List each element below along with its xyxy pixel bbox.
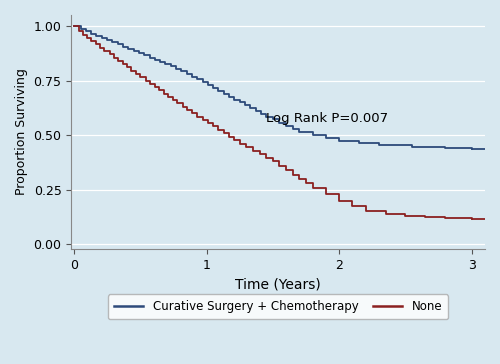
- Legend: Curative Surgery + Chemotherapy, None: Curative Surgery + Chemotherapy, None: [108, 294, 448, 319]
- Text: Log Rank P=0.007: Log Rank P=0.007: [266, 112, 388, 125]
- Y-axis label: Proportion Surviving: Proportion Surviving: [15, 68, 28, 195]
- X-axis label: Time (Years): Time (Years): [236, 277, 321, 291]
